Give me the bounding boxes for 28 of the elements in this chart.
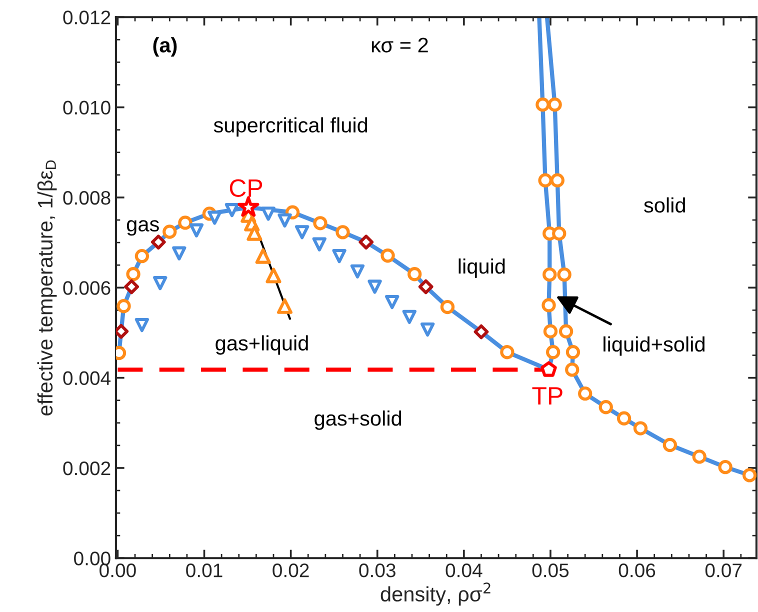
annotation: CP [230,179,262,197]
x-axis-title: density, ρσ$^{2}$ [380,582,490,606]
y-tick-label: 0.002 [63,461,110,476]
x-tick-label: 0.01 [186,564,222,578]
annotation: supercritical fluid [214,117,368,137]
x-tick-label: 0.06 [618,564,656,578]
x-tick-label: 0.02 [272,564,309,578]
annotation: gas [126,220,159,236]
x-tick-label: 0.05 [532,564,569,578]
x-tick-label: 0.04 [446,564,482,578]
y-axis-title: effective temperature, 1/βε$_{D}$ [37,160,57,416]
annotation: (a) [153,37,177,57]
x-tick-label: 0.07 [705,564,742,578]
annotation: liquid+solid [604,336,704,356]
x-tick-label: 0.00 [100,564,136,578]
y-tick-label: 0.006 [63,281,110,295]
y-tick-label: 0.010 [63,100,110,115]
annotation: TP [532,387,562,404]
y-tick-label: 0.00 [74,552,110,566]
annotation: gas+solid [314,410,402,430]
annotation: solid [644,197,685,213]
y-tick-label: 0.012 [63,10,110,24]
y-tick-label: 0.004 [63,371,111,386]
y-tick-label: 0.008 [63,190,110,205]
annotation: liquid [458,258,505,278]
x-tick-label: 0.03 [359,564,396,578]
annotation: κσ = 2 [372,38,428,52]
annotation: gas+liquid [216,335,308,355]
